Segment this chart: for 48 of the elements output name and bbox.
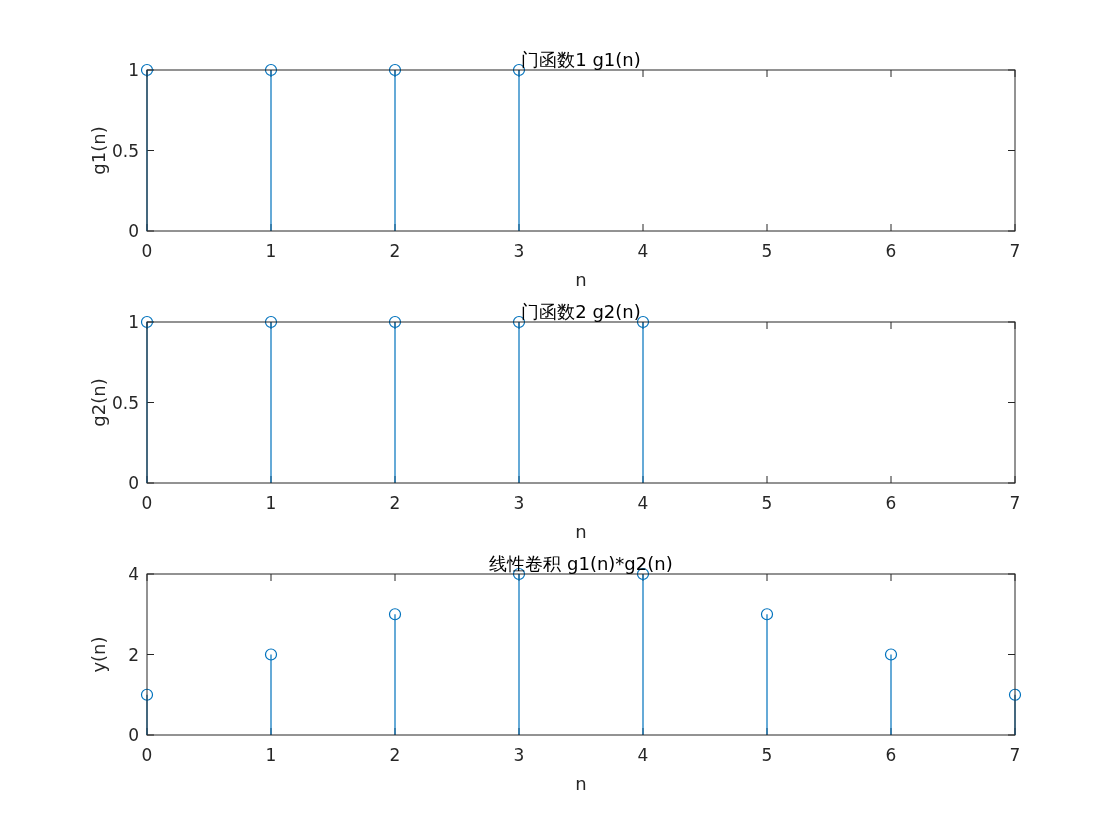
x-tick-label: 1 <box>265 493 277 513</box>
x-tick-label: 1 <box>265 241 277 261</box>
chart-title: 门函数2 g2(n) <box>521 301 641 322</box>
x-tick-label: 7 <box>1009 493 1021 513</box>
x-axis-title: n <box>575 773 587 794</box>
y-tick-label: 1 <box>128 312 139 332</box>
point <box>264 648 278 661</box>
y-tick-label: 0 <box>128 725 139 745</box>
x-tick-label: 2 <box>389 745 401 765</box>
x-tick-label: 4 <box>637 493 649 513</box>
y-tick-label: 0 <box>128 221 139 241</box>
x-tick-label: 2 <box>389 241 401 261</box>
x-tick-label: 3 <box>513 241 525 261</box>
x-tick-label: 4 <box>637 241 649 261</box>
y-tick-label: 2 <box>128 644 139 665</box>
point <box>760 608 774 621</box>
point <box>884 648 898 661</box>
y-tick-label: 1 <box>128 60 139 80</box>
chart-title: 线性卷积 g1(n)*g2(n) <box>489 553 673 574</box>
x-tick-label: 7 <box>1009 745 1021 765</box>
x-axis-title: n <box>575 521 587 542</box>
x-tick-label: 7 <box>1009 241 1021 261</box>
point <box>140 688 154 701</box>
x-tick-label: 6 <box>885 745 897 765</box>
y-tick-label: 4 <box>128 564 139 584</box>
y-tick-label: 0 <box>128 473 139 493</box>
x-tick-label: 2 <box>389 493 401 513</box>
x-tick-label: 6 <box>885 493 897 513</box>
y-axis-title: y(n) <box>88 636 109 673</box>
chart-title: 门函数1 g1(n) <box>521 49 641 70</box>
x-tick-label: 5 <box>761 493 773 513</box>
x-tick-label: 0 <box>141 745 153 765</box>
y-axis-title: g1(n) <box>88 126 109 175</box>
y-axis-title: g2(n) <box>88 378 109 427</box>
x-tick-label: 1 <box>265 745 277 765</box>
x-tick-label: 3 <box>513 493 525 513</box>
x-tick-label: 6 <box>885 241 897 261</box>
x-tick-label: 0 <box>141 241 153 261</box>
point <box>1008 688 1022 701</box>
x-tick-label: 5 <box>761 241 773 261</box>
x-tick-label: 0 <box>141 493 153 513</box>
x-tick-label: 4 <box>637 745 649 765</box>
y-tick-label: 0.5 <box>111 392 139 413</box>
point <box>388 608 402 621</box>
x-tick-label: 3 <box>513 745 525 765</box>
x-axis-title: n <box>575 269 587 290</box>
y-tick-label: 0.5 <box>111 140 139 161</box>
x-tick-label: 5 <box>761 745 773 765</box>
